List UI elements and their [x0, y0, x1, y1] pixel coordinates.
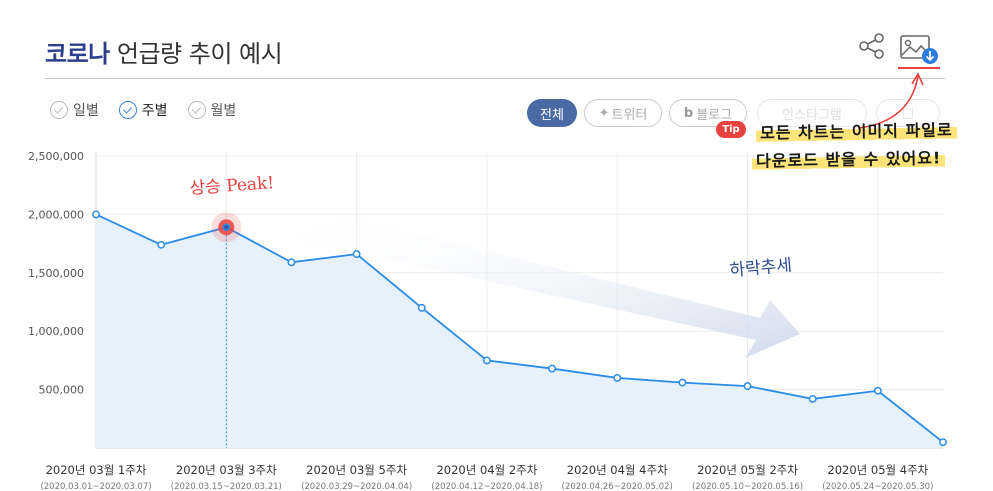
check-circle-icon	[187, 101, 206, 119]
share-icon[interactable]	[858, 32, 886, 60]
tip-text-line1: 모든 차트는 이미지 파일로	[755, 116, 957, 144]
x-tick-range-label: (2020.05.24~2020.05.30)	[822, 482, 933, 491]
x-tick-label: 2020년 05월 2주차	[697, 463, 798, 477]
channel-button-label: 전체	[540, 107, 564, 123]
check-circle-icon	[118, 101, 137, 119]
data-point	[352, 250, 361, 259]
page-title-text: 언급량 추이 예시	[116, 40, 283, 68]
downtrend-arrow	[300, 206, 800, 358]
data-point	[678, 378, 687, 387]
period-option-label: 월별	[210, 103, 237, 119]
data-point	[939, 438, 947, 447]
x-tick-label: 2020년 05월 4주차	[827, 463, 928, 477]
period-option-label: 주별	[141, 103, 168, 119]
y-tick-label: 1,000,000	[28, 325, 84, 338]
data-point	[548, 364, 557, 373]
x-tick-range-label: (2020.04.26~2020.05.02)	[562, 482, 673, 491]
peak-annotation: 상승 Peak!	[189, 173, 275, 199]
data-point	[808, 394, 817, 403]
data-point	[287, 258, 296, 267]
data-point	[743, 382, 752, 391]
data-point	[157, 240, 166, 249]
data-point	[417, 303, 426, 312]
y-tick-label: 500,000	[39, 384, 85, 397]
period-selector: 일별 주별 월별	[50, 100, 256, 120]
x-tick-label: 2020년 04월 2주차	[436, 463, 537, 477]
channel-button-label: 블로그	[696, 107, 733, 123]
tip-text-line2: 다운로드 받을 수 있어요!	[751, 144, 946, 172]
period-option-label: 일별	[73, 103, 99, 119]
channel-button-label: 트위터	[611, 107, 648, 123]
x-tick-range-label: (2020.03.15~2020.03.21)	[171, 482, 282, 491]
page-title: 코로나 언급량 추이 예시	[45, 34, 283, 69]
data-point	[222, 223, 231, 231]
download-highlight-underline	[898, 67, 940, 69]
channel-button-all[interactable]: 전체	[527, 99, 577, 127]
x-tick-label: 2020년 03월 1주차	[46, 463, 147, 477]
data-point	[92, 210, 100, 219]
blog-icon: b	[683, 105, 694, 121]
period-option-monthly[interactable]: 월별	[187, 100, 237, 120]
y-tick-label: 2,000,000	[28, 208, 84, 221]
data-point	[613, 373, 622, 382]
check-circle-icon	[50, 101, 68, 119]
x-tick-range-label: (2020.05.10~2020.05.16)	[692, 482, 803, 491]
x-tick-label: 2020년 04월 4주차	[567, 463, 668, 477]
x-tick-range-label: (2020.04.12~2020.04.18)	[431, 482, 542, 491]
twitter-icon: ✦	[598, 105, 610, 121]
series-line	[95, 213, 944, 443]
y-tick-label: 2,500,000	[28, 150, 84, 163]
page-title-keyword: 코로나	[45, 40, 110, 68]
y-tick-label: 1,500,000	[28, 267, 84, 280]
trend-annotation: 하락추세	[729, 256, 793, 281]
header-divider	[45, 78, 945, 79]
data-point	[873, 386, 882, 395]
x-tick-range-label: (2020.03.01~2020.03.07)	[40, 482, 151, 491]
tip-badge: Tip	[716, 121, 746, 138]
data-point	[482, 356, 491, 365]
channel-button-twitter[interactable]: ✦ 트위터	[584, 99, 662, 127]
period-option-daily[interactable]: 일별	[50, 100, 99, 120]
period-option-weekly[interactable]: 주별	[118, 100, 168, 120]
x-tick-range-label: (2020.03.29~2020.04.04)	[301, 482, 412, 491]
pointer-arrowhead	[911, 72, 924, 86]
x-tick-label: 2020년 03월 5주차	[306, 463, 407, 477]
x-tick-label: 2020년 03월 3주차	[176, 463, 277, 477]
series-area	[96, 214, 943, 448]
image-download-icon[interactable]	[899, 34, 939, 66]
